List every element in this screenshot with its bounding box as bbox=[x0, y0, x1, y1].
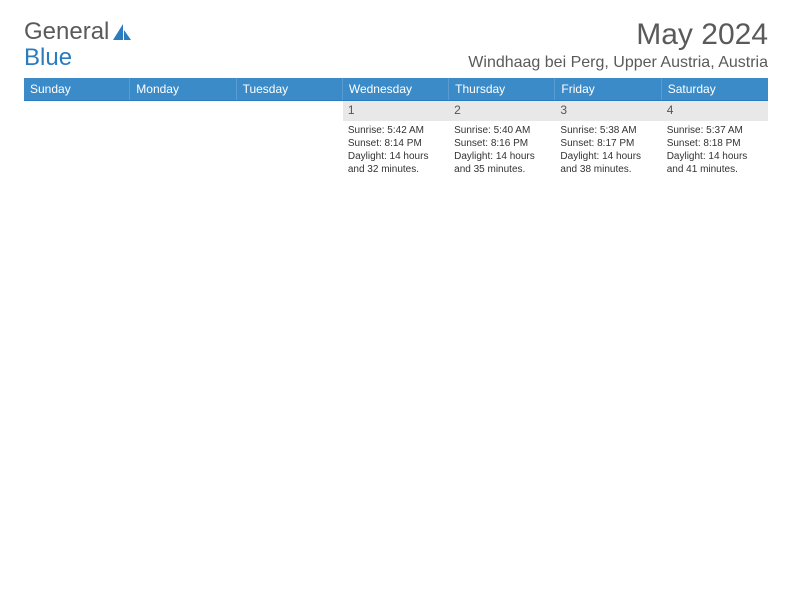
logo: General bbox=[24, 18, 133, 46]
day-header-sunday: Sunday bbox=[24, 78, 130, 100]
day-cell: 4 Sunrise: 5:37 AMSunset: 8:18 PMDaylight… bbox=[662, 101, 768, 183]
week-row: 1Sunrise: 5:42 AMSunset: 8:14 PMDaylight… bbox=[24, 100, 768, 183]
logo-text-general: General bbox=[24, 18, 109, 46]
sunrise-text: Sunrise: 5:37 AM bbox=[667, 124, 763, 137]
day-header-row: Sunday Monday Tuesday Wednesday Thursday… bbox=[24, 78, 768, 100]
logo-sail-icon bbox=[111, 22, 133, 42]
logo-text-blue: Blue bbox=[24, 44, 72, 72]
daylight-text: Daylight: 14 hours and 35 minutes. bbox=[454, 150, 550, 176]
day-number: 4 bbox=[662, 101, 768, 121]
daylight-text: Daylight: 14 hours and 41 minutes. bbox=[667, 150, 763, 176]
day-cell: 3 Sunrise: 5:38 AMSunset: 8:17 PMDaylight… bbox=[555, 101, 661, 183]
day-cell: 1 Sunrise: 5:42 AMSunset: 8:14 PMDaylight… bbox=[343, 101, 449, 183]
day-number: 3 bbox=[555, 101, 661, 121]
day-header-wednesday: Wednesday bbox=[343, 78, 449, 100]
sunrise-text: Sunrise: 5:40 AM bbox=[454, 124, 550, 137]
sunset-text: Sunset: 8:16 PM bbox=[454, 137, 550, 150]
calendar: Sunday Monday Tuesday Wednesday Thursday… bbox=[24, 78, 768, 183]
sunset-text: Sunset: 8:17 PM bbox=[560, 137, 656, 150]
sunrise-text: Sunrise: 5:38 AM bbox=[560, 124, 656, 137]
day-cell: 2 Sunrise: 5:40 AMSunset: 8:16 PMDaylight… bbox=[449, 101, 555, 183]
day-header-friday: Friday bbox=[555, 78, 661, 100]
day-cell bbox=[237, 101, 343, 183]
daylight-text: Daylight: 14 hours and 38 minutes. bbox=[560, 150, 656, 176]
day-header-monday: Monday bbox=[130, 78, 236, 100]
day-number: 2 bbox=[449, 101, 555, 121]
location-text: Windhaag bei Perg, Upper Austria, Austri… bbox=[468, 54, 768, 72]
day-header-thursday: Thursday bbox=[449, 78, 555, 100]
day-cell bbox=[24, 101, 130, 183]
sunrise-text: Sunrise: 5:42 AM bbox=[348, 124, 444, 137]
day-number: 1 bbox=[343, 101, 449, 121]
daylight-text: Daylight: 14 hours and 32 minutes. bbox=[348, 150, 444, 176]
day-header-tuesday: Tuesday bbox=[237, 78, 343, 100]
month-title: May 2024 bbox=[468, 18, 768, 52]
title-block: May 2024 Windhaag bei Perg, Upper Austri… bbox=[468, 18, 768, 72]
day-cell bbox=[130, 101, 236, 183]
sunset-text: Sunset: 8:14 PM bbox=[348, 137, 444, 150]
header: General May 2024 Windhaag bei Perg, Uppe… bbox=[24, 18, 768, 72]
day-header-saturday: Saturday bbox=[662, 78, 768, 100]
weeks-container: 1Sunrise: 5:42 AMSunset: 8:14 PMDaylight… bbox=[24, 100, 768, 183]
sunset-text: Sunset: 8:18 PM bbox=[667, 137, 763, 150]
